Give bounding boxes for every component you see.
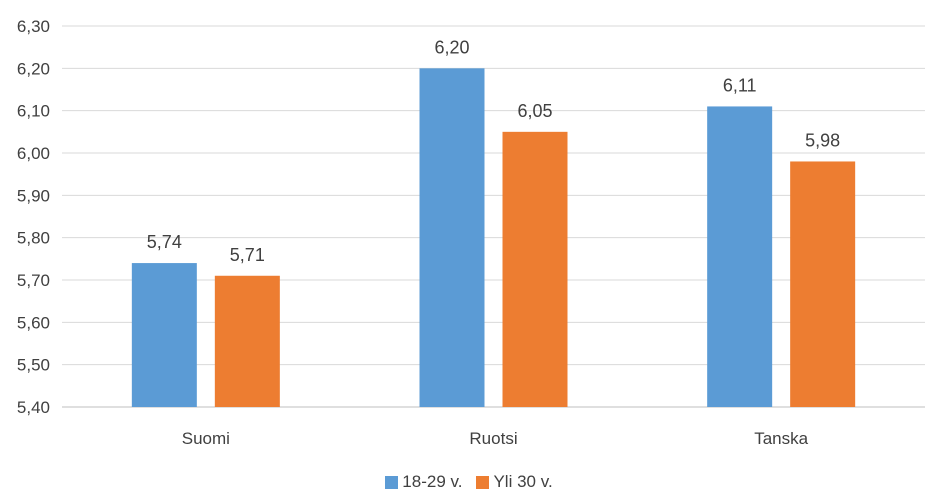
data-label: 6,20: [434, 37, 469, 57]
y-tick-label: 5,40: [17, 398, 50, 417]
x-tick-label: Suomi: [182, 429, 230, 448]
y-tick-label: 5,50: [17, 356, 50, 375]
bar-series-2-ruotsi: [502, 131, 568, 408]
data-label: 5,98: [805, 130, 840, 150]
legend-swatch-series-1: [385, 475, 399, 489]
y-tick-label: 5,70: [17, 271, 50, 290]
legend: 18-29 v. Yli 30 v.: [0, 472, 938, 492]
data-label: 6,11: [723, 75, 757, 95]
y-tick-label: 5,80: [17, 229, 50, 248]
legend-item-series-1: 18-29 v.: [385, 472, 462, 492]
y-tick-label: 6,20: [17, 59, 50, 78]
y-tick-label: 6,00: [17, 144, 50, 163]
data-label: 5,71: [230, 245, 265, 265]
y-tick-label: 5,60: [17, 313, 50, 332]
bar-series-2-tanska: [790, 161, 856, 407]
data-label: 6,05: [517, 101, 552, 121]
y-axis: 5,40 5,50 5,60 5,70 5,80 5,90 6,00 6,10 6,20 6,30: [17, 17, 50, 417]
bars: [131, 68, 856, 408]
data-label: 5,74: [147, 232, 182, 252]
bar-series-1-tanska: [707, 106, 773, 407]
x-axis: Suomi Ruotsi Tanska: [182, 429, 809, 448]
legend-label-series-2: Yli 30 v.: [493, 472, 553, 491]
bar-series-1-ruotsi: [419, 68, 485, 407]
y-tick-label: 5,90: [17, 186, 50, 205]
bar-series-1-suomi: [131, 263, 197, 407]
legend-swatch-series-2: [476, 475, 490, 489]
gridlines: [62, 25, 925, 408]
legend-item-series-2: Yli 30 v.: [476, 472, 553, 492]
bar-chart: 5,40 5,50 5,60 5,70 5,80 5,90 6,00 6,10 6,20 6,30…: [17, 17, 925, 448]
y-tick-label: 6,10: [17, 102, 50, 121]
y-tick-label: 6,30: [17, 17, 50, 36]
x-tick-label: Tanska: [754, 429, 808, 448]
data-labels: 5,74 5,71 6,20 6,05 6,11 5,98: [147, 37, 840, 264]
bar-series-2-suomi: [214, 275, 280, 407]
legend-label-series-1: 18-29 v.: [402, 472, 463, 491]
x-tick-label: Ruotsi: [469, 429, 517, 448]
